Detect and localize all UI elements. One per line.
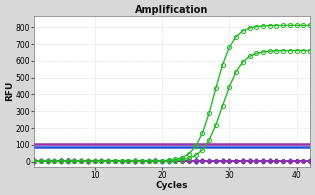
Title: Amplification: Amplification [135,5,209,15]
X-axis label: Cycles: Cycles [156,181,188,190]
Y-axis label: RFU: RFU [5,81,14,101]
